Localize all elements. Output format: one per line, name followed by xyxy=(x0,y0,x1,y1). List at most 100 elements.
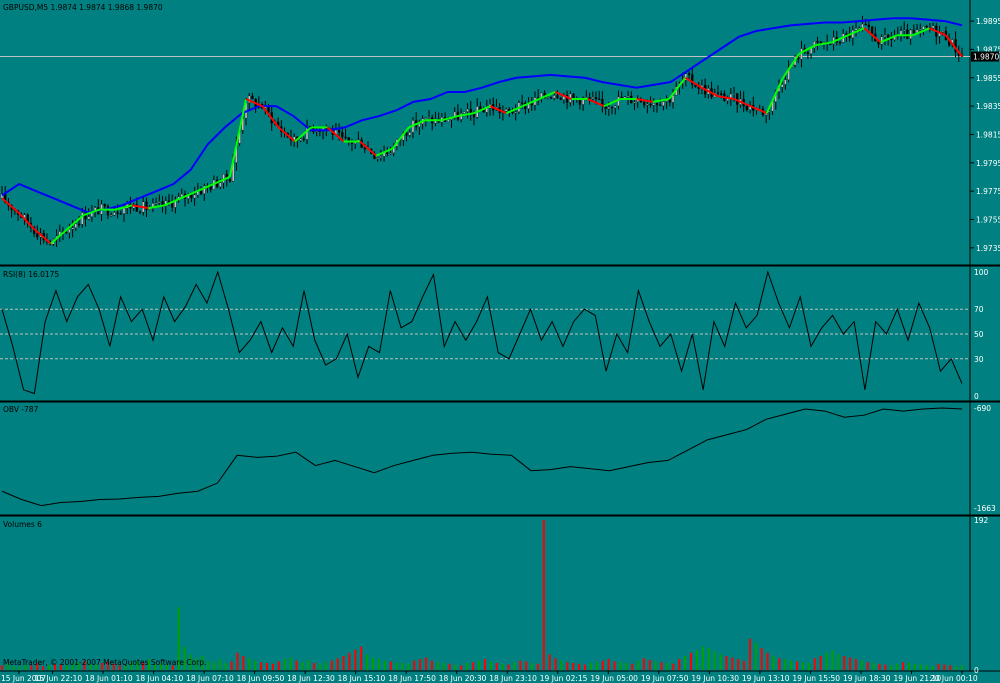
candle-body xyxy=(549,97,553,99)
rsi-tick-label: 100 xyxy=(974,268,989,277)
candle-body xyxy=(594,97,598,100)
price-tick-label: 1.9835 xyxy=(976,102,1000,111)
candle-body xyxy=(861,23,864,29)
ma-fast-segment xyxy=(457,112,475,118)
volume-tick-label: 192 xyxy=(974,516,989,525)
ma-fast-segment xyxy=(815,41,833,47)
candle-body xyxy=(180,193,183,197)
candle-body xyxy=(578,99,582,105)
candle-body xyxy=(389,152,392,155)
candle-body xyxy=(110,214,113,217)
candle-body xyxy=(838,41,842,44)
candle-body xyxy=(427,117,431,119)
candle-body xyxy=(671,95,675,103)
candle-body xyxy=(845,33,848,35)
ma-fast-segment xyxy=(213,176,231,185)
candle-body xyxy=(614,105,617,108)
candle-body xyxy=(424,117,427,119)
candle-body xyxy=(887,34,890,38)
candle-body xyxy=(36,233,39,238)
candle-body xyxy=(74,223,77,228)
candle-body xyxy=(103,204,106,207)
candle-body xyxy=(642,101,646,106)
candle-body xyxy=(585,97,588,99)
price-tick-label: 1.9755 xyxy=(976,215,1000,224)
rsi-tick-label: 70 xyxy=(974,305,984,314)
candle-body xyxy=(508,109,511,111)
current-price-label: 1.9870 xyxy=(973,53,999,62)
time-tick-label: 19 Jun 15:50 xyxy=(792,674,840,683)
candle-body xyxy=(903,29,906,31)
time-tick-label: 19 Jun 02:15 xyxy=(540,674,588,683)
ma-fast-segment xyxy=(912,27,930,37)
candle-body xyxy=(813,41,816,49)
candle-body xyxy=(514,111,517,114)
candle-body xyxy=(138,211,142,213)
obv-panel[interactable]: -690 -1663 xyxy=(1,404,996,513)
ma-fast-segment xyxy=(33,228,52,245)
candle-body xyxy=(867,24,871,28)
symbol-info: GBPUSD,M5 1.9874 1.9874 1.9868 1.9870 xyxy=(3,3,163,12)
candle-body xyxy=(504,109,508,112)
candle-body xyxy=(925,26,928,28)
candle-body xyxy=(588,97,591,99)
candle-body xyxy=(649,103,652,106)
candle-body xyxy=(520,102,524,104)
candle-body xyxy=(633,101,636,104)
candle-body xyxy=(302,138,305,141)
ma-fast-segment xyxy=(408,119,426,129)
candle-body xyxy=(607,106,610,109)
candle-body xyxy=(768,111,771,113)
candle-body xyxy=(113,212,116,216)
candle-body xyxy=(919,29,922,31)
candle-body xyxy=(116,212,119,214)
time-tick-label: 15 Jun 22:10 xyxy=(35,674,83,683)
ma-fast-segment xyxy=(944,34,963,58)
rsi-tick-label: 50 xyxy=(974,330,984,339)
candle-body xyxy=(716,92,720,94)
obv-tick-label: -690 xyxy=(974,404,991,413)
ma-fast-segment xyxy=(180,190,198,200)
ma-fast-segment xyxy=(636,98,654,103)
candle-body xyxy=(418,123,421,127)
candle-body xyxy=(193,194,196,199)
ma-fast-segment xyxy=(326,126,345,143)
current-price-box xyxy=(971,51,999,62)
price-tick-label: 1.9875 xyxy=(976,45,1000,54)
obv-tick-label: -1663 xyxy=(974,504,996,513)
candle-body xyxy=(559,97,562,100)
candle-body xyxy=(858,27,861,30)
ma-fast-segment xyxy=(603,98,621,108)
candle-body xyxy=(816,41,819,43)
candle-body xyxy=(787,67,790,80)
obv-line xyxy=(1,407,963,507)
rsi-panel[interactable]: 100 70 50 30 0 xyxy=(0,268,989,401)
time-tick-label: 18 Jun 20:30 xyxy=(439,674,487,683)
candle-body xyxy=(203,185,206,194)
ma-fast-segment xyxy=(684,76,703,89)
ma-fast-segment xyxy=(798,44,817,55)
price-tick-label: 1.9855 xyxy=(976,74,1000,83)
time-tick-label: 19 Jun 07:50 xyxy=(641,674,689,683)
ma-fast-segment xyxy=(717,95,735,101)
candle-body xyxy=(659,104,662,107)
price-panel[interactable]: 1.9895 1.9875 1.9855 1.9835 1.9815 1.9795 1.97… xyxy=(0,15,1000,253)
candle-body xyxy=(228,179,232,182)
ma-fast-segment xyxy=(50,228,68,245)
ma-fast-segment xyxy=(245,98,263,108)
candle-body xyxy=(806,52,810,54)
ma-fast-segment xyxy=(17,211,36,231)
candle-body xyxy=(81,212,84,225)
ma-fast-segment xyxy=(196,183,214,193)
ma-fast-segment xyxy=(733,98,751,108)
candle-body xyxy=(337,129,341,133)
candle-body xyxy=(363,147,366,150)
candle-body xyxy=(922,26,925,30)
candle-body xyxy=(626,95,630,98)
ma-fast-segment xyxy=(277,126,296,143)
candle-body xyxy=(912,29,915,33)
